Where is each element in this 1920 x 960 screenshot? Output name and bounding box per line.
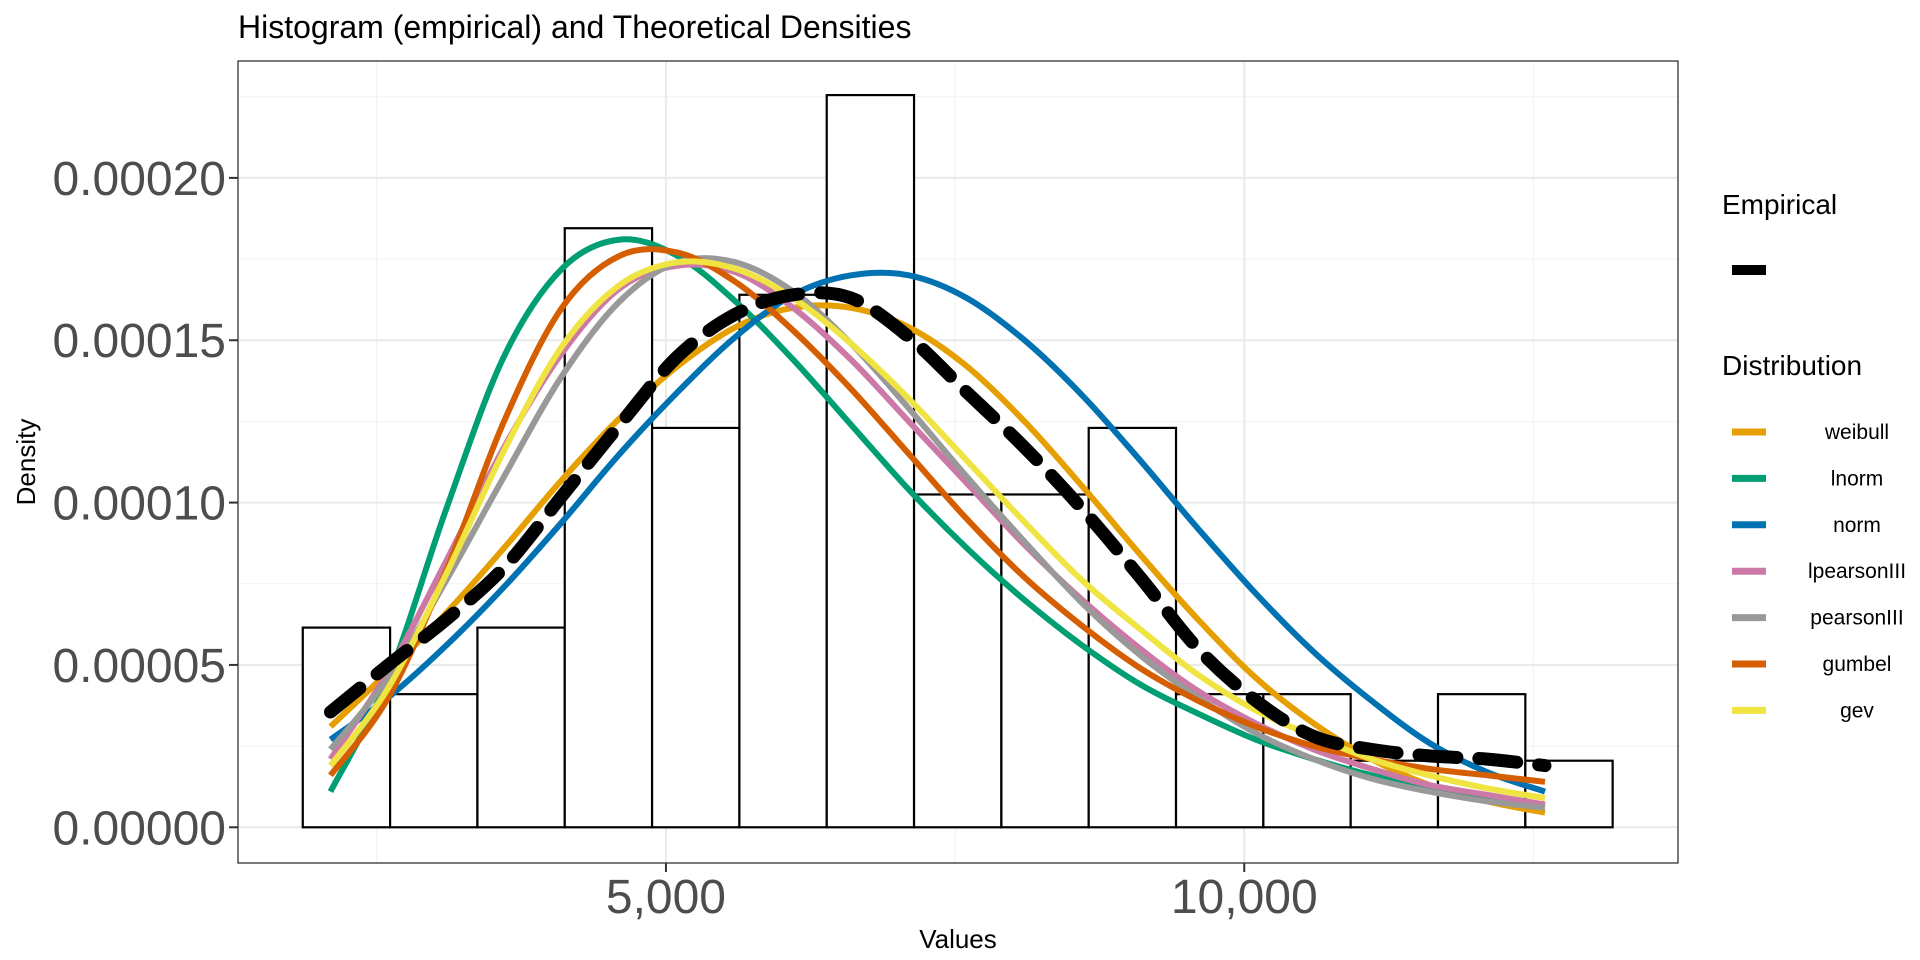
histogram-bar: [825, 93, 916, 829]
x-axis-label: Values: [919, 924, 997, 954]
legend-title-empirical: Empirical: [1722, 189, 1837, 220]
legend-label-gev: gev: [1840, 699, 1874, 722]
y-tick-label: 0.00015: [52, 315, 226, 368]
y-tick-label: 0.00020: [52, 153, 226, 206]
y-axis-label: Density: [11, 419, 41, 506]
legend-items: weibull lnorm norm lpearsonIII pearsonIII gum…: [1732, 421, 1906, 722]
density-curve-weibull: [328, 302, 1546, 816]
legend-label-gumbel: gumbel: [1823, 653, 1892, 676]
chart-title: Histogram (empirical) and Theoretical De…: [238, 9, 911, 45]
y-tick-label: 0.00010: [52, 478, 226, 531]
density-curves: [327, 236, 1546, 816]
histogram-bar: [738, 293, 828, 829]
legend-title-distribution: Distribution: [1722, 350, 1862, 381]
legend: Empirical Distribution weibull lnorm norm l…: [1722, 189, 1906, 722]
legend-label-lnorm: lnorm: [1831, 467, 1884, 490]
histogram-bar: [563, 227, 654, 829]
y-axis: 0.00000 0.00005 0.00010 0.00015 0.00020: [52, 153, 238, 855]
density-curve-gumbel: [328, 246, 1546, 785]
legend-label-lpearsonIII: lpearsonIII: [1808, 560, 1906, 583]
histogram-bar: [476, 626, 566, 829]
histogram-bar: [650, 426, 741, 829]
histogram-bar: [388, 693, 479, 829]
legend-label-pearsonIII: pearsonIII: [1810, 607, 1903, 630]
empirical-density-curve: [324, 286, 1552, 773]
x-axis: 5,000 10,000: [606, 863, 1318, 924]
x-tick-label: 5,000: [606, 871, 726, 924]
histogram-bar: [1174, 693, 1265, 829]
y-tick-label: 0.00000: [52, 802, 226, 855]
histogram-bars: [301, 93, 1614, 829]
plot-border: [237, 60, 1679, 864]
empirical-curve-group: [324, 286, 1552, 773]
histogram-bar: [1087, 426, 1178, 829]
y-tick-label: 0.00005: [52, 640, 226, 693]
histogram-bar: [1524, 759, 1614, 829]
density-curve-pearsonIII: [328, 255, 1546, 811]
x-tick-label: 10,000: [1171, 871, 1318, 924]
legend-label-norm: norm: [1833, 514, 1881, 537]
histogram-bar: [1000, 493, 1090, 829]
histogram-bar: [912, 493, 1003, 829]
legend-label-weibull: weibull: [1824, 421, 1889, 444]
density-curve-norm: [328, 269, 1546, 795]
